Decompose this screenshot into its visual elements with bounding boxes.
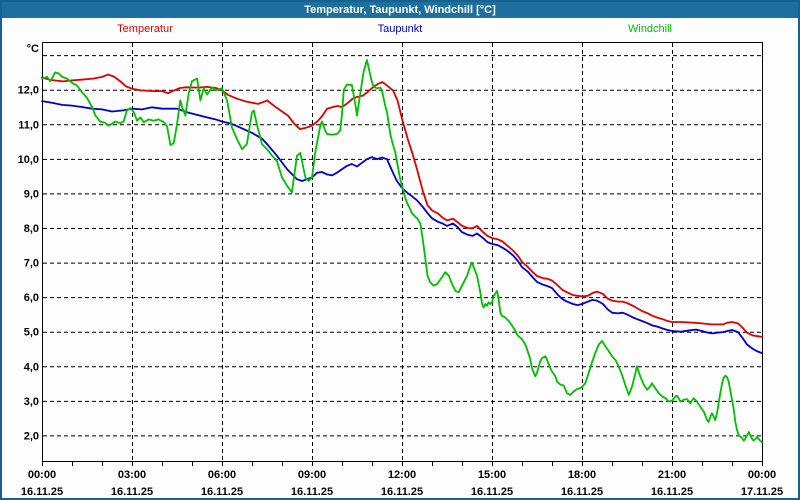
legend-item-taupunkt: Taupunkt	[377, 23, 423, 35]
series-line-taupunkt	[41, 100, 763, 355]
grid-lines	[43, 43, 761, 460]
window-title-bar[interactable]: Temperatur, Taupunkt, Windchill [°C]	[2, 2, 798, 18]
x-tick-time-label: 09:00	[298, 469, 326, 481]
x-tick-time-label: 15:00	[478, 469, 506, 481]
y-tick-label: 3,0	[24, 396, 39, 408]
x-tick-time-label: 03:00	[118, 469, 146, 481]
y-tick-label: 5,0	[24, 327, 39, 339]
x-tick-date-label: 16.11.25	[291, 486, 333, 498]
y-tick-label: 4,0	[24, 361, 39, 373]
y-tick-label: 2,0	[24, 430, 39, 442]
x-tick-date-label: 16.11.25	[561, 486, 603, 498]
x-tick-date-label: 16.11.25	[471, 486, 513, 498]
x-tick-date-label: 16.11.25	[381, 486, 423, 498]
x-tick-date-label: 16.11.25	[201, 486, 243, 498]
y-tick-label: 9,0	[24, 188, 39, 200]
y-tick-label: 11,0	[18, 119, 39, 131]
y-tick-label: 6,0	[24, 292, 39, 304]
x-tick-date-label: 16.11.25	[21, 486, 63, 498]
y-axis-labels: 12,0 11,0 10,0 9,0 8,0 7,0 6,0 5,0 4,0 3,0 2,0	[18, 85, 39, 443]
y-tick-label: 12,0	[18, 85, 39, 97]
legend-item-temperatur: Temperatur	[117, 23, 173, 35]
window-title: Temperatur, Taupunkt, Windchill [°C]	[304, 4, 496, 16]
x-tick-date-label: 17.11.25	[741, 486, 783, 498]
series-line-windchill	[41, 59, 763, 444]
x-tick-time-label: 06:00	[208, 469, 236, 481]
y-tick-label: 7,0	[24, 258, 39, 270]
y-axis-unit-label: °C	[27, 43, 39, 55]
x-tick-time-label: 18:00	[568, 469, 596, 481]
series-line-temperatur	[41, 73, 763, 338]
x-axis-ticks	[42, 462, 763, 466]
x-tick-time-label: 21:00	[658, 469, 686, 481]
x-tick-date-label: 16.11.25	[651, 486, 693, 498]
plot-frame	[42, 42, 763, 462]
legend-item-windchill: Windchill	[627, 23, 673, 35]
x-tick-time-label: 00:00	[748, 469, 776, 481]
y-tick-label: 8,0	[24, 223, 39, 235]
y-tick-label: 10,0	[18, 154, 39, 166]
x-axis-labels: 00:00 16.11.25 03:00 16.11.25 06:00 16.11.25 0…	[21, 469, 783, 498]
x-tick-time-label: 00:00	[28, 469, 56, 481]
x-tick-date-label: 16.11.25	[111, 486, 153, 498]
x-tick-time-label: 12:00	[388, 469, 416, 481]
